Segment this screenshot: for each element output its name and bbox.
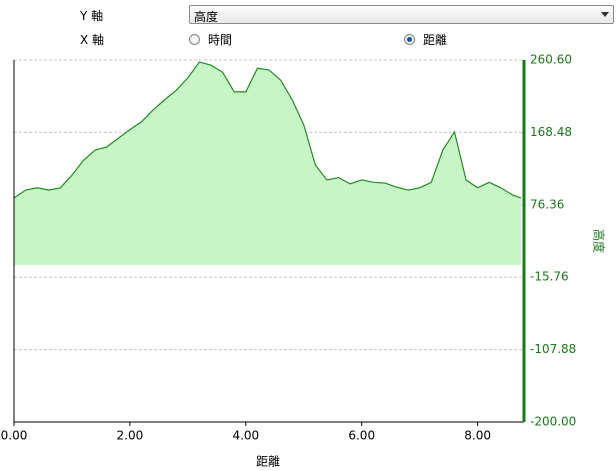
y-tick-label: 76.36 <box>530 197 564 211</box>
radio-button <box>404 34 415 45</box>
area <box>14 62 522 265</box>
radio-label: 距離 <box>423 33 448 47</box>
y-tick-label: -200.00 <box>530 415 576 429</box>
y-axis-label: Y 軸 <box>80 9 104 23</box>
radio-option[interactable]: 時間 <box>189 31 232 48</box>
radio-option[interactable]: 距離 <box>404 31 447 48</box>
y-tick-label: 260.60 <box>530 53 572 67</box>
radio-label: 時間 <box>208 33 233 47</box>
dropdown-arrow <box>601 12 609 17</box>
x-tick-label: 4.00 <box>232 429 259 443</box>
x-tick-label: 2.00 <box>117 429 144 443</box>
y-tick-label: -107.88 <box>530 342 576 356</box>
x-axis-title: 距離 <box>256 455 280 469</box>
dropdown-value: 高度 <box>194 10 219 24</box>
x-axis-label: X 軸 <box>80 33 105 47</box>
y-tick-label: -15.76 <box>530 270 569 284</box>
y-axis-dropdown[interactable]: 高度 <box>189 5 614 24</box>
line <box>13 61 522 199</box>
x-tick-label: 6.00 <box>348 429 375 443</box>
y-axis-title: 高度 <box>592 229 607 253</box>
radio-button <box>189 34 200 45</box>
x-tick-label: 8.00 <box>464 429 491 443</box>
x-tick-label: 0.00 <box>1 429 28 443</box>
y-tick-label: 168.48 <box>530 125 572 139</box>
